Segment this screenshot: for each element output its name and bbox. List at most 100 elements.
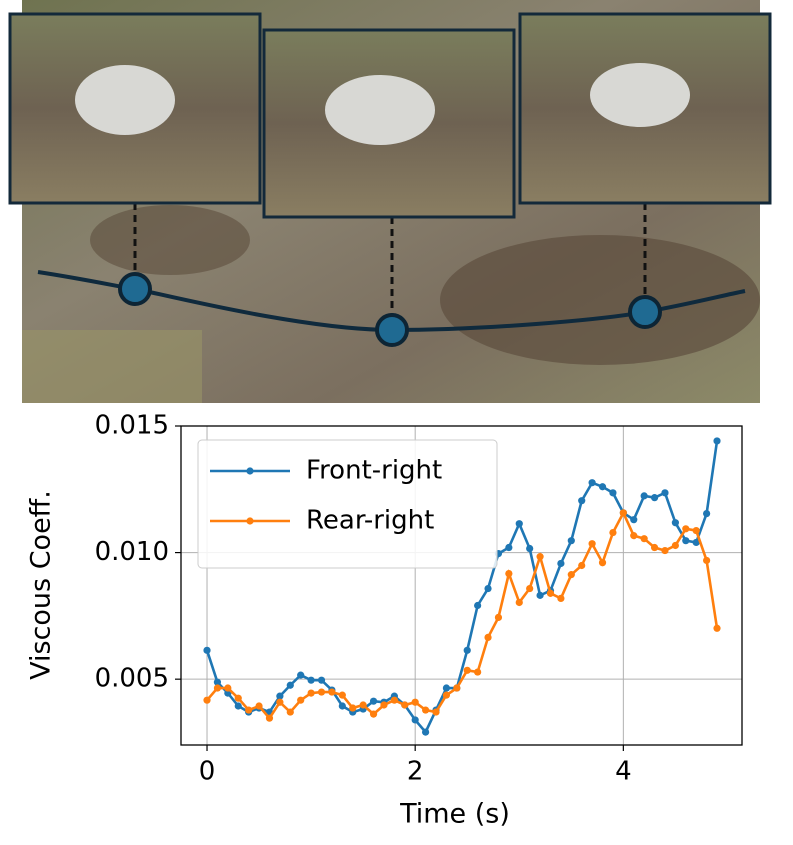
legend-label: Rear-right	[306, 506, 434, 536]
data-point	[567, 571, 575, 579]
data-point	[432, 708, 440, 716]
data-point	[286, 708, 294, 716]
data-point	[598, 483, 607, 491]
data-point	[650, 543, 659, 552]
mud-patch	[440, 235, 760, 365]
data-point	[515, 520, 523, 528]
data-point	[588, 540, 596, 548]
data-point	[442, 691, 451, 699]
trajectory-point	[118, 272, 152, 306]
data-point	[203, 646, 211, 654]
x-tick-label: 0	[199, 757, 216, 787]
y-axis-label: Viscous Coeff.	[26, 490, 57, 680]
data-point	[369, 697, 378, 705]
data-point	[640, 535, 648, 543]
data-point	[369, 710, 378, 718]
data-point	[338, 702, 346, 710]
data-point	[380, 701, 388, 709]
data-point	[234, 694, 242, 702]
data-point	[578, 561, 586, 570]
data-point	[671, 519, 679, 527]
data-point	[359, 701, 367, 709]
legend-marker	[246, 517, 254, 525]
data-point	[578, 497, 586, 505]
data-point	[515, 598, 523, 607]
data-point	[557, 594, 565, 603]
legend-marker	[246, 467, 254, 475]
data-point	[411, 716, 419, 724]
data-point	[286, 681, 294, 689]
data-point	[390, 696, 398, 704]
plot-frame	[180, 425, 743, 746]
data-point	[640, 492, 648, 500]
data-point	[421, 728, 430, 736]
data-point	[349, 704, 357, 712]
data-point	[411, 698, 419, 706]
data-point	[442, 684, 451, 692]
data-point	[609, 489, 617, 497]
data-point	[567, 537, 575, 545]
data-point	[213, 678, 222, 686]
data-point	[328, 688, 336, 696]
data-point	[557, 559, 565, 568]
data-point	[703, 556, 711, 565]
data-point	[297, 671, 305, 679]
data-point	[255, 702, 263, 710]
vehicle	[75, 65, 175, 135]
data-point	[213, 684, 222, 692]
data-point	[713, 624, 721, 632]
y-tick-label: 0.010	[95, 537, 169, 567]
legend: Front-right Rear-right	[197, 439, 498, 569]
data-point	[484, 633, 492, 642]
data-point	[245, 706, 253, 714]
vehicle	[590, 63, 690, 127]
data-point	[505, 543, 513, 552]
data-point	[703, 509, 711, 518]
x-tick-label: 2	[407, 757, 424, 787]
data-point	[619, 509, 627, 517]
data-point	[276, 698, 284, 706]
data-point	[203, 696, 211, 704]
data-point	[630, 532, 638, 540]
grass	[22, 330, 202, 403]
data-point	[494, 613, 503, 622]
data-point	[692, 538, 700, 547]
data-point	[474, 668, 482, 676]
mud-patch	[90, 205, 250, 275]
legend-label: Front-right	[306, 456, 442, 486]
data-point	[307, 676, 315, 684]
data-point	[265, 714, 274, 722]
scene-image	[8, 0, 772, 403]
data-point	[474, 601, 482, 610]
data-point	[317, 676, 326, 684]
data-point	[661, 546, 669, 555]
data-point	[546, 589, 555, 597]
data-point	[682, 525, 690, 533]
data-point	[421, 706, 430, 714]
data-point	[505, 570, 513, 578]
data-point	[536, 591, 544, 599]
x-axis-label: Time (s)	[399, 799, 510, 830]
data-point	[484, 584, 492, 593]
data-point	[276, 692, 284, 700]
x-tick-label: 4	[615, 757, 632, 787]
data-point	[401, 701, 409, 709]
vehicle	[325, 75, 435, 145]
data-point	[338, 691, 346, 699]
data-point	[463, 646, 471, 654]
series	[203, 509, 721, 722]
data-point	[463, 666, 471, 674]
data-point	[713, 437, 721, 445]
y-tick-label: 0.005	[95, 664, 169, 694]
data-point	[526, 544, 534, 553]
data-point	[692, 526, 700, 535]
data-point	[609, 528, 617, 537]
data-point	[297, 696, 305, 704]
data-point	[536, 553, 544, 561]
data-point	[317, 688, 326, 696]
data-point	[671, 541, 679, 550]
data-point	[598, 559, 607, 567]
data-point	[453, 684, 461, 692]
data-point	[661, 489, 669, 497]
